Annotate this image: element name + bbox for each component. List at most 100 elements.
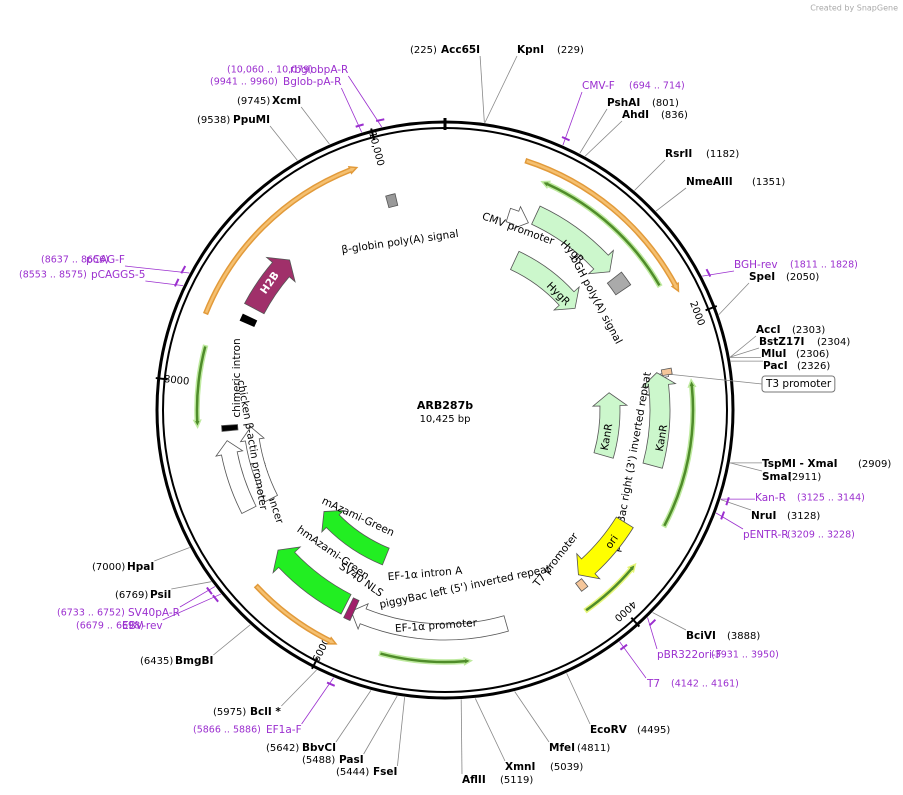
- leader-line: [171, 581, 212, 590]
- leader-line: [397, 697, 406, 767]
- feature-arrow: [385, 193, 399, 209]
- primer-name: CMV-F: [582, 80, 615, 92]
- site-label: AflII (5119): [462, 774, 533, 786]
- feature-bar: [239, 313, 258, 328]
- site-label: HpaI(7000): [92, 561, 154, 573]
- feature-arrow: [215, 440, 257, 515]
- site-position: (4495): [637, 725, 670, 736]
- feature-arrow: [321, 509, 390, 566]
- feature-arrow: [343, 597, 360, 622]
- site-label: BciVI (3888): [686, 630, 760, 642]
- leader-line: [566, 673, 591, 725]
- primer-mark: [561, 136, 570, 142]
- primer-name: SV40pA-R: [128, 607, 180, 619]
- feature-label: EF-1α intron A: [387, 565, 463, 584]
- callout-line: [667, 373, 763, 385]
- site-name: FseI: [373, 766, 397, 778]
- map-name: ARB287b: [417, 399, 473, 412]
- leader-line: [579, 108, 608, 154]
- site-name: BbvCI: [302, 742, 336, 754]
- primer-mark: [212, 594, 219, 603]
- feature-arrow: [606, 271, 632, 296]
- site-name: SpeI: [749, 271, 775, 283]
- leader-line: [281, 669, 317, 707]
- leader-line: [702, 270, 735, 277]
- site-label: PpuMI(9538): [197, 114, 270, 126]
- leader-line: [363, 695, 398, 755]
- primer-name: EBV-rev: [122, 620, 163, 632]
- site-name: AccI: [756, 324, 780, 336]
- site-position: (5119): [500, 775, 533, 786]
- site-position: (1182): [706, 149, 739, 160]
- site-label: PacI (2326): [763, 360, 830, 372]
- feature-arrow: [531, 205, 614, 275]
- site-label: XcmI(9745): [237, 95, 301, 107]
- primer-name: pENTR-R: [743, 529, 789, 541]
- site-label: SpeI (2050): [749, 271, 819, 283]
- primer-label: pBR322ori-F(3931 .. 3950): [657, 649, 779, 661]
- site-label: FseI (5444): [336, 766, 397, 778]
- leader-line: [335, 690, 372, 743]
- orf-strip: [378, 650, 474, 666]
- tick-mark: [311, 657, 319, 670]
- site-position: (9745): [237, 96, 270, 107]
- leader-line: [348, 75, 383, 128]
- orf-strip: [253, 583, 338, 645]
- feature-arrow: [575, 578, 589, 592]
- primer-mark: [326, 681, 336, 687]
- site-label: EcoRV (4495): [590, 724, 670, 736]
- tick-label: 10,000: [366, 131, 386, 168]
- primer-label: pENTR-R(3209 .. 3228): [743, 529, 855, 541]
- leader-line: [124, 265, 190, 274]
- site-name: Acc65I: [441, 44, 480, 56]
- site-position: (5975): [213, 707, 246, 718]
- site-label: RsrII (1182): [665, 148, 739, 160]
- site-position: (2306): [796, 349, 829, 360]
- primer-range: (6733 .. 6752): [57, 608, 125, 619]
- site-position: (5444): [336, 767, 369, 778]
- primer-name: Kan-R: [755, 492, 786, 504]
- leader-line: [179, 586, 216, 608]
- site-name: BciVI: [686, 630, 716, 642]
- map-length: 10,425 bp: [420, 414, 471, 425]
- leader-line: [145, 280, 184, 287]
- site-name: PshAI: [607, 97, 640, 109]
- primer-name: pCAGGS-5: [91, 269, 145, 281]
- feature-label: T7 promoter: [531, 530, 582, 590]
- site-position: (2303): [792, 325, 825, 336]
- primer-range: (5866 .. 5886): [193, 725, 261, 736]
- site-name: TspMI - XmaI: [762, 458, 838, 470]
- primer-mark: [705, 268, 712, 278]
- tick-mark: [630, 616, 641, 628]
- site-name: SmaI: [762, 471, 792, 483]
- primer-label: T7 (4142 .. 4161): [646, 678, 739, 690]
- orf-strip: [540, 180, 663, 289]
- orf-strip: [583, 562, 637, 614]
- primer-label: pCAG-F(8637 .. 8656): [41, 254, 125, 266]
- site-name: BclI *: [250, 706, 281, 718]
- site-label: MfeI (4811): [549, 742, 610, 754]
- leader-line: [301, 677, 334, 725]
- site-label: TspMI - XmaI (2909): [762, 458, 891, 470]
- site-name: AflII: [462, 774, 486, 786]
- feature-arrow: [350, 602, 509, 641]
- primer-name: rbglobpA-R: [290, 64, 348, 76]
- primer-range: (3125 .. 3144): [797, 493, 865, 504]
- site-name: MfeI: [549, 742, 575, 754]
- primer-label: SV40pA-R(6733 .. 6752): [57, 607, 180, 619]
- feature-label: chimeric intron: [231, 338, 243, 417]
- feature-arrow: [509, 250, 580, 311]
- feature-label: KanR: [654, 424, 671, 453]
- site-position: (5642): [266, 743, 299, 754]
- primer-label: EF1a-F (5866 .. 5886): [193, 724, 302, 736]
- site-position: (2050): [786, 272, 819, 283]
- site-position: (6769): [115, 590, 148, 601]
- feature-label: KanR: [599, 423, 616, 452]
- leader-line: [720, 499, 752, 511]
- leader-line: [729, 335, 757, 358]
- leader-line: [619, 641, 647, 679]
- leader-line: [634, 159, 666, 191]
- site-name: AhdI: [622, 109, 649, 121]
- leader-line: [269, 125, 298, 161]
